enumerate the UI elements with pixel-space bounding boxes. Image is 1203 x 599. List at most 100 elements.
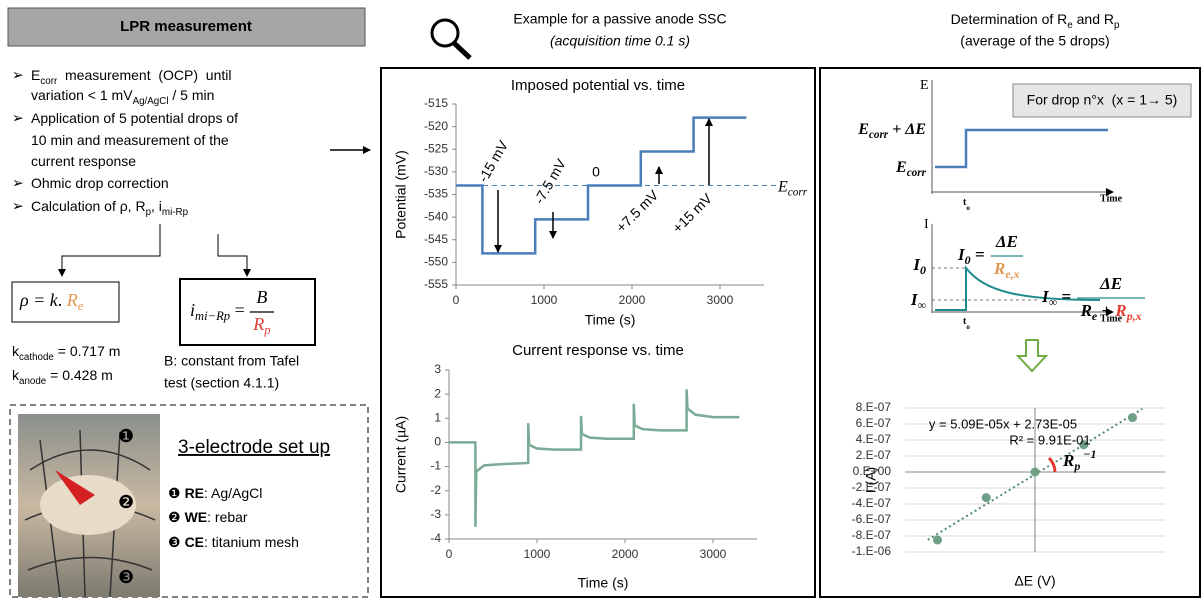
x-tick-label: 0 [446,547,453,561]
right-panel [819,67,1201,598]
setup-desc: : rebar [207,509,248,525]
x-tick-label: 1000 [531,293,558,307]
bullet-text: Ohmic drop correction [31,175,169,191]
setup-item: ❶ RE: Ag/AgCl [168,485,262,501]
point [933,535,942,545]
annotation: -15 mV [475,137,512,185]
drop-box [1012,83,1192,118]
text-run: 10 min and measurement of the [31,132,229,148]
bullet-text: variation < 1 mVAg/AgCl / 5 min [31,87,214,107]
schematic-guide [932,267,1040,301]
y-tick-label: -555 [424,277,448,291]
text-run: p [263,323,270,337]
point [981,493,991,503]
text-run: = 0.717 m [54,343,121,359]
text-run: current response [31,153,136,169]
text-run: p [1114,20,1120,31]
i0-equation-lhs: I0 = [957,245,985,267]
bullet-text: Ecorr measurement (OCP) until [31,67,232,87]
text-run: R [1080,301,1092,320]
b-note: test (section 4.1.1) [164,375,279,391]
y-axis-label: Potential (mV) [393,150,409,239]
photo-marker: ❷ [118,492,134,512]
text-run: E [777,178,788,195]
text-run: + [1097,301,1115,320]
bullet-text: Application of 5 potential drops of [31,110,238,126]
photo-marker: ❶ [118,426,134,446]
text-run: corr [788,186,808,198]
x-axis-label: ΔE (V) [1014,573,1055,589]
text-run: R [1062,451,1074,470]
heading: LPR measurement [120,18,252,35]
y-tick-label: -545 [424,232,448,246]
x-tick-label: 3000 [700,547,727,561]
y-tick-label: -1.E-06 [852,544,892,558]
text-run: corr [869,129,889,141]
setup-marker: ❶ [168,485,181,501]
y-tick-label: -520 [424,119,448,133]
text-run: e [1092,309,1098,323]
text-run: I [910,290,919,309]
time-label: Time [1100,193,1123,204]
heading-box [7,7,366,47]
i0-equation-numerator: ΔE [995,232,1018,251]
photo-sample [40,475,136,535]
text-run: o [966,323,970,331]
annotation: +15 mV [669,190,715,236]
text-run: −1 [1080,447,1096,461]
connector-arrow [217,234,251,277]
middle-title: Example for a passive anode SSC [513,11,726,27]
y-tick-label: -2.E-07 [852,480,892,494]
text-run: I [1041,287,1050,306]
text-run: . [58,290,67,310]
y-tick-label: 2 [434,386,441,400]
y-tick-label: -515 [424,96,448,110]
k-value: kcathode = 0.717 m [12,343,120,363]
y-tick-label: 4.E-07 [856,432,892,446]
x-tick-label: 3000 [707,293,734,307]
text-run: = 0.428 m [46,367,113,383]
series-line [449,389,740,527]
setup-name: WE [185,509,208,525]
k-value: kanode = 0.428 m [12,367,113,387]
text-run: Determination of R [951,11,1068,27]
axis-line [455,104,764,286]
text-run: variation < 1 mV [31,87,133,103]
connector-arrow [58,224,161,277]
x-tick-label: 0 [453,293,460,307]
text-run: R [66,290,78,310]
right-subtitle: (average of the 5 drops) [960,33,1109,49]
formula-box [179,278,316,346]
text-run: + ΔE [888,121,926,138]
y-tick-label: -535 [424,187,448,201]
slope-label: Rp −1 [1062,447,1096,473]
y-tick-label: -525 [424,141,448,155]
y-tick-label: -550 [424,255,448,269]
time-label: Time [1100,313,1123,324]
i-formula-numerator: B [256,287,267,307]
bullet-marker: ➢ [12,198,24,214]
middle-panel [380,67,816,598]
bullet-marker: ➢ [12,175,24,191]
text-run: p [146,207,152,218]
x-tick-label: 2000 [619,293,646,307]
b-note: B: constant from Tafel [164,353,299,369]
middle-subtitle: (acquisition time 0.1 s) [550,33,690,49]
text-run: I [957,245,966,264]
down-arrow [1015,339,1049,373]
iinf-equation-denominator: Re + Rp,x [1080,301,1142,323]
photo-marker: ❸ [118,567,134,587]
i0-equation-denominator: Re,x [993,259,1020,281]
bullet-marker: ➢ [12,67,24,83]
axis-label: E [920,78,929,93]
photo-clip [55,470,95,505]
setup-marker: ❷ [168,509,181,525]
drop-label: For drop n°x (x = 1→ 5) [1027,92,1178,108]
e-label: Ecorr [895,159,927,179]
text-run: corr [40,76,58,87]
magnifier-icon [430,18,460,48]
text-run: i [190,300,195,320]
i-label: I∞ [910,290,926,312]
text-run: ρ = k [19,290,59,310]
schematic-potential [935,128,1108,169]
